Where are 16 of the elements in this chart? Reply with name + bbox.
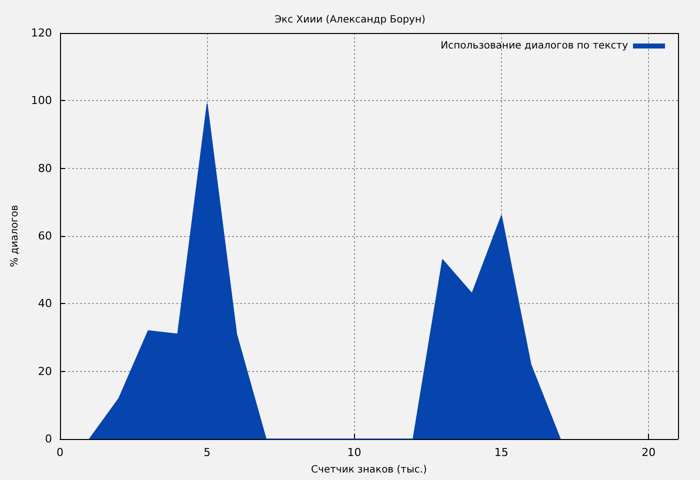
y-tick-label: 0 (45, 432, 52, 446)
x-tick-label: 10 (347, 446, 362, 459)
y-tick-label: 80 (38, 162, 52, 175)
x-tick-label: 20 (642, 446, 656, 459)
y-tick-label: 20 (38, 364, 52, 378)
y-tick-label: 40 (38, 297, 52, 310)
x-tick-label: 5 (204, 446, 211, 459)
x-axis-title: Счетчик знаков (тыс.) (311, 464, 428, 476)
x-tick-label: 15 (494, 446, 508, 459)
y-axis-title: % диалогов (10, 204, 20, 267)
y-tick-label: 100 (31, 94, 52, 108)
x-tick-label: 0 (56, 446, 64, 459)
legend-label: Использование диалогов по тексту (440, 40, 628, 52)
chart-title: Экс Хиии (Александр Борун) (274, 14, 426, 26)
y-tick-label: 120 (31, 26, 52, 40)
y-tick-label: 60 (38, 230, 52, 242)
